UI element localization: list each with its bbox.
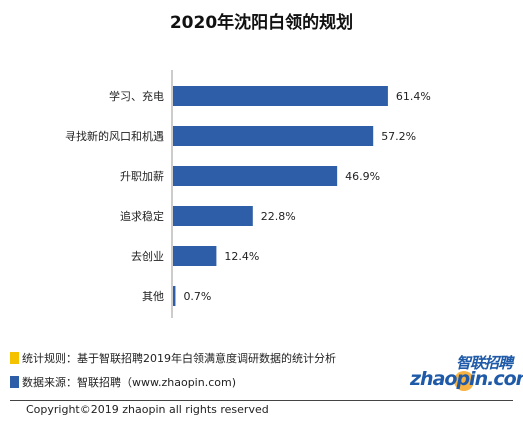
blue-marker	[10, 376, 19, 388]
yellow-marker	[10, 352, 19, 364]
value-label: 0.7%	[183, 290, 211, 303]
category-label: 寻找新的风口和机遇	[65, 129, 164, 143]
footer-source-row: 数据来源：智联招聘（www.zhaopin.com)	[10, 374, 236, 390]
bar	[173, 86, 388, 106]
bar	[173, 286, 176, 306]
category-label: 追求稳定	[120, 209, 164, 223]
bar	[173, 246, 217, 266]
logo-cn-text: 智联招聘	[455, 354, 513, 372]
value-label: 61.4%	[396, 90, 431, 103]
footer-source-text: 数据来源：智联招聘（www.zhaopin.com)	[22, 376, 236, 389]
logo-ball-icon	[454, 371, 474, 391]
category-label: 学习、充电	[109, 89, 164, 103]
bar-chart: 学习、充电 61.4% 寻找新的风口和机遇 57.2% 升职加薪 46.9% 追求稳定 22.…	[65, 70, 431, 318]
bar	[173, 206, 253, 226]
zhaopin-logo: 智联招聘 zhaopin.com	[410, 352, 523, 396]
category-label: 去创业	[131, 250, 164, 263]
logo-en-text: zhaopin.com	[410, 368, 523, 390]
footer-rule-text: 统计规则：基于智联招聘2019年白领满意度调研数据的统计分析	[22, 352, 336, 365]
value-label: 12.4%	[224, 250, 259, 263]
bar	[173, 166, 338, 186]
category-label: 其他	[142, 290, 164, 303]
category-label: 升职加薪	[120, 170, 164, 183]
copyright-text: Copyright©2019 zhaopin all rights reserv…	[26, 403, 269, 416]
footer-rule-row: 统计规则：基于智联招聘2019年白领满意度调研数据的统计分析	[10, 350, 336, 366]
chart-title: 2020年沈阳白领的规划	[169, 13, 354, 33]
value-label: 22.8%	[261, 210, 296, 223]
value-label: 46.9%	[345, 170, 380, 183]
bars-layer: 学习、充电 61.4% 寻找新的风口和机遇 57.2% 升职加薪 46.9% 追求稳定 22.…	[65, 86, 431, 306]
bar	[173, 126, 374, 146]
footer-divider	[10, 400, 513, 401]
value-label: 57.2%	[381, 130, 416, 143]
